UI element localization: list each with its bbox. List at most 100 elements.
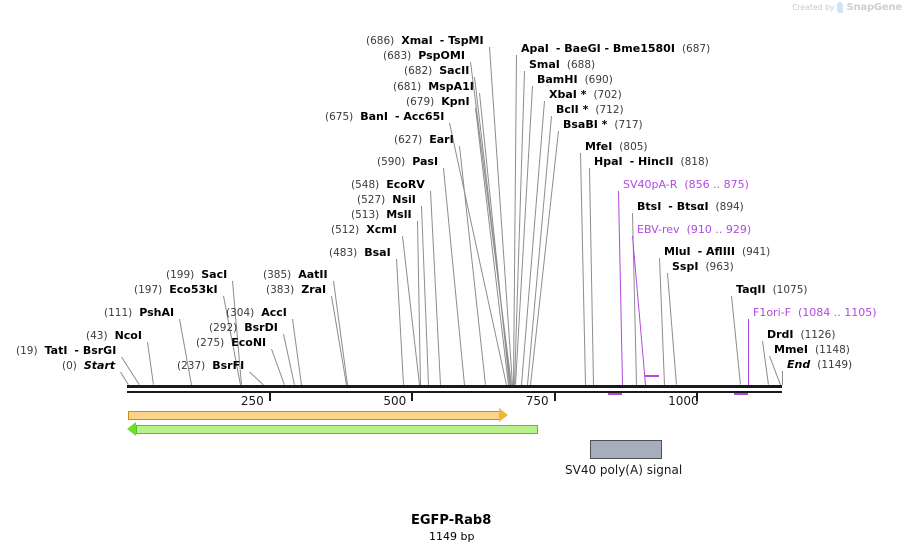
label-name: AatII xyxy=(298,268,328,281)
plasmid-length: 1149 bp xyxy=(429,530,475,543)
label-name: KpnI xyxy=(441,95,470,108)
leader-line xyxy=(459,145,486,386)
legend-swatch-sv40 xyxy=(590,440,662,459)
enzyme-label-start[interactable]: (0) Start xyxy=(62,360,115,373)
label-name: XmaI xyxy=(401,34,433,47)
label-position: (1084 .. 1105) xyxy=(797,306,877,319)
enzyme-label-eari[interactable]: (627) EarI xyxy=(394,134,454,147)
label-position: (385) xyxy=(263,269,292,281)
sequence-backbone-top xyxy=(127,385,782,388)
label-name: - HincII xyxy=(629,155,674,168)
label-name: MfeI xyxy=(585,140,613,153)
enzyme-label-aatii[interactable]: (385) AatII xyxy=(263,268,328,282)
label-position: (1149) xyxy=(817,359,853,371)
enzyme-label-end[interactable]: End (1149) xyxy=(787,359,853,372)
enzyme-label-mfei[interactable]: MfeI (805) xyxy=(585,140,648,154)
leader-line xyxy=(449,122,507,386)
label-position: (111) xyxy=(104,307,133,319)
enzyme-label-nsii[interactable]: (527) NsiI xyxy=(357,194,416,207)
enzyme-label-pspomi[interactable]: (683) PspOMI xyxy=(383,50,465,63)
label-position: (237) xyxy=(177,360,206,372)
enzyme-label-drdi[interactable]: DrdI (1126) xyxy=(767,329,835,342)
label-position: (690) xyxy=(584,74,613,86)
label-position: (275) xyxy=(196,337,225,349)
label-name: - BtsαI xyxy=(668,200,709,213)
leader-line xyxy=(271,348,285,386)
enzyme-label-smai[interactable]: SmaI (688) xyxy=(529,59,595,72)
enzyme-label-tati[interactable]: (19) TatI - BsrGI xyxy=(16,345,116,358)
enzyme-label-zrai[interactable]: (383) ZraI xyxy=(266,284,326,297)
label-position: (1148) xyxy=(814,344,850,356)
label-position: (199) xyxy=(166,269,195,281)
enzyme-label-xbai[interactable]: XbaI * (702) xyxy=(549,89,622,102)
label-position: (483) xyxy=(329,247,358,259)
label-position: (963) xyxy=(705,261,734,273)
enzyme-label-mmei[interactable]: MmeI (1148) xyxy=(774,344,850,357)
enzyme-label-sacii[interactable]: (682) SacII xyxy=(404,65,469,78)
enzyme-label-ncoi[interactable]: (43) NcoI xyxy=(86,329,142,343)
leader-line xyxy=(120,371,129,386)
label-name: SacI xyxy=(201,268,228,281)
enzyme-label-xcmi[interactable]: (512) XcmI xyxy=(331,224,397,237)
label-name: NcoI xyxy=(114,329,142,342)
label-position: (1075) xyxy=(772,284,808,296)
enzyme-label-pshai[interactable]: (111) PshAI xyxy=(104,306,175,320)
ruler-tick xyxy=(696,393,699,401)
snapgene-logo-icon xyxy=(837,2,844,13)
enzyme-label-f1ori-f[interactable]: F1ori-F (1084 .. 1105) xyxy=(753,307,877,319)
label-name: MluI xyxy=(664,245,691,258)
enzyme-label-ebv-rev[interactable]: EBV-rev (910 .. 929) xyxy=(637,224,751,236)
enzyme-label-bsai[interactable]: (483) BsaI xyxy=(329,247,391,260)
enzyme-label-pasi[interactable]: (590) PasI xyxy=(377,155,439,169)
enzyme-label-apai[interactable]: ApaI - BaeGI - Bme1580I (687) xyxy=(521,43,710,56)
enzyme-label-bsrfi[interactable]: (237) BsrFI xyxy=(177,360,244,373)
leader-line xyxy=(292,318,302,386)
label-position: (818) xyxy=(680,156,709,168)
enzyme-label-econi[interactable]: (275) EcoNI xyxy=(196,336,267,350)
ruler-tick-label: 1000 xyxy=(668,394,699,408)
leader-line xyxy=(521,100,545,386)
enzyme-label-bsabi[interactable]: BsaBI * (717) xyxy=(563,119,643,132)
enzyme-label-taqii[interactable]: TaqII (1075) xyxy=(736,284,808,297)
label-name: - TspMI xyxy=(439,34,484,47)
label-position: (675) xyxy=(325,111,354,123)
enzyme-label-hpai[interactable]: HpaI - HincII (818) xyxy=(594,155,709,169)
label-name: PshAI xyxy=(139,306,175,319)
label-position: (805) xyxy=(619,141,648,153)
label-name: MspA1I xyxy=(428,80,474,93)
leader-line xyxy=(443,167,465,386)
primer-arrowhead-icon xyxy=(127,422,136,436)
plasmid-title: EGFP-Rab8 xyxy=(411,513,492,528)
enzyme-label-saci[interactable]: (199) SacI xyxy=(166,268,228,282)
leader-line xyxy=(731,295,741,386)
label-name: PasI xyxy=(412,155,439,168)
leader-line xyxy=(179,318,192,386)
enzyme-label-ecorv[interactable]: (548) EcoRV xyxy=(351,179,425,192)
label-position: (512) xyxy=(331,224,360,236)
enzyme-label-kpni[interactable]: (679) KpnI xyxy=(406,95,470,109)
label-name: EcoNI xyxy=(231,336,267,349)
label-position: (43) xyxy=(86,330,108,342)
feature-bracket xyxy=(608,393,622,395)
enzyme-label-eco53ki[interactable]: (197) Eco53kI xyxy=(134,284,218,297)
label-position: (527) xyxy=(357,194,386,206)
enzyme-label-sspi[interactable]: SspI (963) xyxy=(672,260,734,274)
leader-line xyxy=(147,341,154,386)
enzyme-label-btsi[interactable]: BtsI - BtsαI (894) xyxy=(637,200,744,214)
label-name: HpaI xyxy=(594,155,623,168)
enzyme-label-msli[interactable]: (513) MslI xyxy=(351,209,412,222)
label-name: SspI xyxy=(672,260,699,273)
enzyme-label-sv40pa-r[interactable]: SV40pA-R (856 .. 875) xyxy=(623,179,749,191)
enzyme-label-xmai[interactable]: (686) XmaI - TspMI xyxy=(366,34,484,48)
ruler-tick xyxy=(553,393,556,401)
enzyme-label-acci[interactable]: (304) AccI xyxy=(226,307,287,320)
enzyme-label-bcli[interactable]: BclI * (712) xyxy=(556,104,624,117)
enzyme-label-mspa1i[interactable]: (681) MspA1I xyxy=(393,80,474,94)
enzyme-label-bamhi[interactable]: BamHI (690) xyxy=(537,74,613,87)
leader-line xyxy=(618,190,624,386)
watermark-created-by: Created by xyxy=(792,3,835,12)
enzyme-label-bani[interactable]: (675) BanI - Acc65I xyxy=(325,111,444,124)
label-position: (712) xyxy=(595,104,624,116)
enzyme-label-mlui[interactable]: MluI - AflIII (941) xyxy=(664,245,770,259)
enzyme-label-bsrdi[interactable]: (292) BsrDI xyxy=(209,322,278,335)
